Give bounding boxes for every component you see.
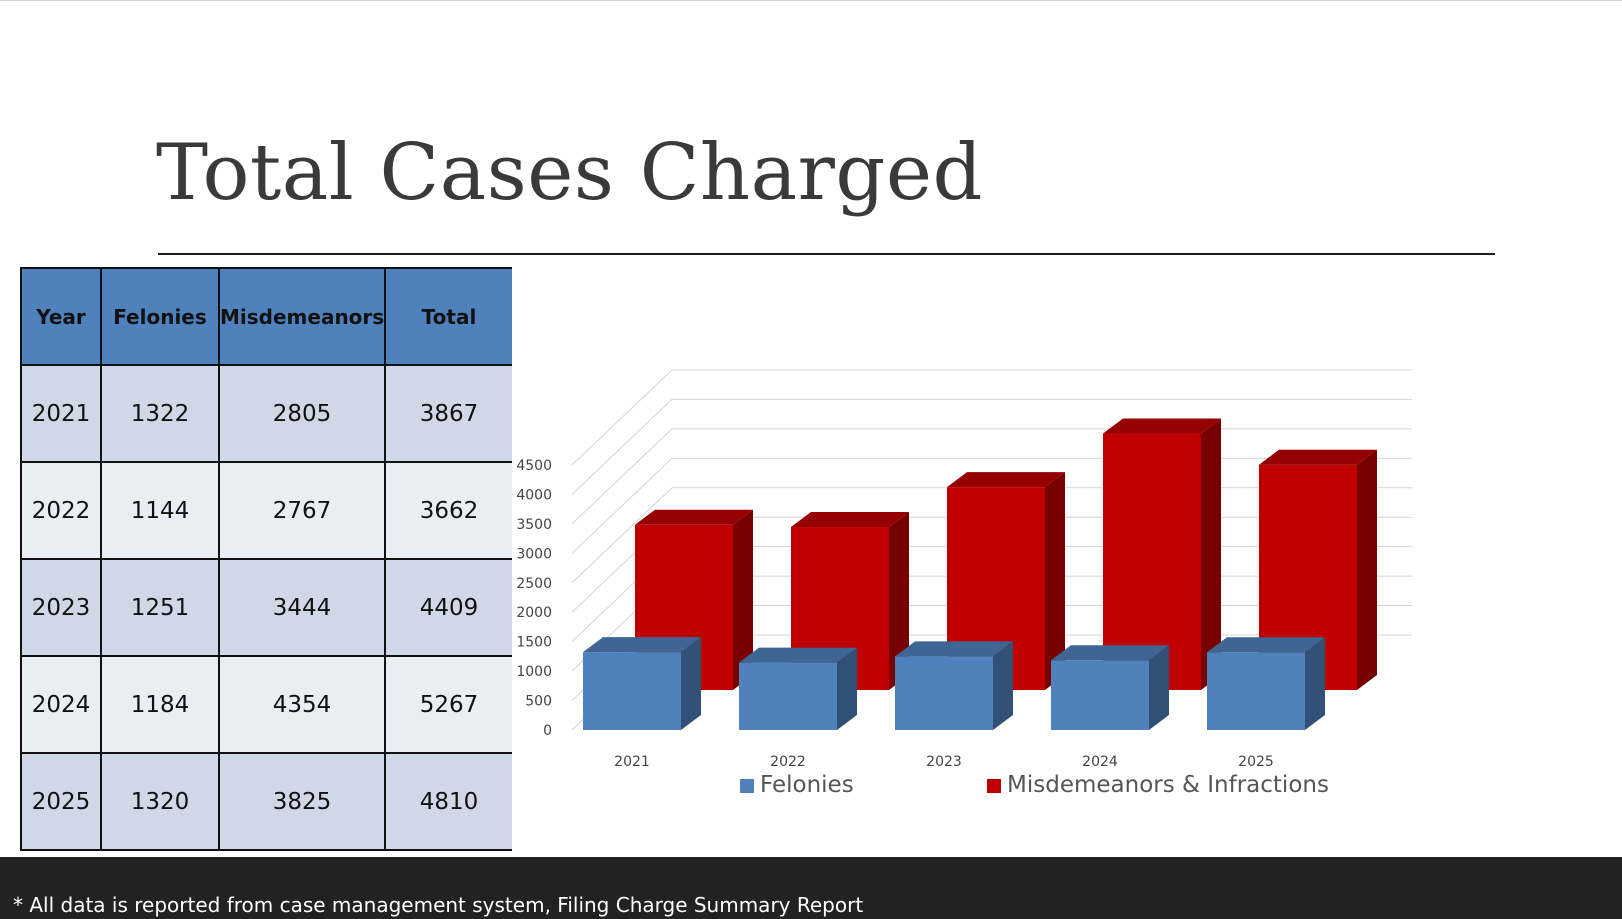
misdemeanor-bar-top bbox=[1259, 449, 1377, 465]
misdemeanor-bar-side bbox=[1045, 472, 1065, 690]
cell-misdemeanors: 3825 bbox=[218, 752, 386, 851]
felony-bar-top bbox=[1051, 645, 1169, 661]
felony-bar bbox=[1207, 637, 1325, 730]
cell-total: 5267 bbox=[384, 655, 512, 754]
table-row: 2021 1322 2805 3867 bbox=[20, 364, 512, 463]
y-tick-label: 3000 bbox=[516, 546, 552, 562]
x-tick-label: 2022 bbox=[770, 754, 806, 770]
felony-bar bbox=[1051, 645, 1169, 730]
data-table-wrap: Year Felonies Misdemeanors Total 2021 13… bbox=[20, 267, 512, 852]
header-felonies: Felonies bbox=[100, 267, 220, 366]
legend-swatch bbox=[740, 779, 754, 793]
misdemeanor-bar-top bbox=[1103, 418, 1221, 434]
felony-bar-top bbox=[1207, 637, 1325, 653]
gridline-depth bbox=[571, 369, 673, 466]
header-total: Total bbox=[384, 267, 512, 366]
table-row: 2023 1251 3444 4409 bbox=[20, 558, 512, 657]
y-tick-label: 2000 bbox=[516, 605, 552, 621]
table-row: 2025 1320 3825 4810 bbox=[20, 752, 512, 851]
gridline-depth bbox=[571, 457, 673, 554]
felony-bar-side bbox=[1149, 645, 1169, 730]
legend-label: Misdemeanors & Infractions bbox=[1007, 772, 1329, 798]
y-tick-label: 0 bbox=[543, 723, 552, 739]
legend-swatch bbox=[987, 779, 1001, 793]
misdemeanor-bar-side bbox=[889, 512, 909, 690]
felony-bar-front bbox=[895, 656, 993, 730]
felony-bar-front bbox=[1207, 652, 1305, 730]
misdemeanor-bar-top bbox=[791, 512, 909, 528]
cell-year: 2025 bbox=[20, 752, 102, 851]
legend: Felonies Misdemeanors & Infractions bbox=[740, 772, 1329, 798]
cell-felonies: 1322 bbox=[100, 364, 220, 463]
legend-label: Felonies bbox=[760, 772, 854, 798]
x-tick-label: 2021 bbox=[614, 754, 650, 770]
cell-felonies: 1320 bbox=[100, 752, 220, 851]
cell-felonies: 1251 bbox=[100, 558, 220, 657]
gridline-depth bbox=[571, 428, 673, 525]
misdemeanor-bar-side bbox=[1201, 418, 1221, 690]
cell-year: 2022 bbox=[20, 461, 102, 560]
table-row: 2022 1144 2767 3662 bbox=[20, 461, 512, 560]
felony-bar-front bbox=[583, 652, 681, 730]
y-tick-label: 4500 bbox=[516, 458, 552, 474]
felony-bar-top bbox=[739, 647, 857, 663]
footer-bar: * All data is reported from case managem… bbox=[0, 857, 1622, 919]
cell-year: 2024 bbox=[20, 655, 102, 754]
felony-bar-front bbox=[739, 662, 837, 730]
misdemeanor-bar-side bbox=[1357, 449, 1377, 690]
felony-bar-top bbox=[895, 641, 1013, 657]
felony-bar-top bbox=[583, 637, 701, 653]
felony-bar-side bbox=[837, 647, 857, 730]
y-tick-label: 1000 bbox=[516, 664, 552, 680]
felony-bar bbox=[895, 641, 1013, 730]
cell-total: 4810 bbox=[384, 752, 512, 851]
footnote: * All data is reported from case managem… bbox=[13, 893, 864, 917]
slide-title: Total Cases Charged bbox=[156, 128, 983, 218]
table-row: 2024 1184 4354 5267 bbox=[20, 655, 512, 754]
cell-felonies: 1184 bbox=[100, 655, 220, 754]
table-header-row: Year Felonies Misdemeanors Total bbox=[20, 267, 512, 366]
y-tick-label: 2500 bbox=[516, 576, 552, 592]
y-tick-label: 3500 bbox=[516, 517, 552, 533]
cell-year: 2023 bbox=[20, 558, 102, 657]
felony-bar-side bbox=[993, 641, 1013, 730]
misdemeanor-bar-top bbox=[947, 472, 1065, 488]
cell-misdemeanors: 2805 bbox=[218, 364, 386, 463]
cell-felonies: 1144 bbox=[100, 461, 220, 560]
y-tick-label: 1500 bbox=[516, 635, 552, 651]
cell-misdemeanors: 4354 bbox=[218, 655, 386, 754]
cell-misdemeanors: 2767 bbox=[218, 461, 386, 560]
misdemeanor-bar-side bbox=[733, 509, 753, 690]
cell-misdemeanors: 3444 bbox=[218, 558, 386, 657]
felony-bar bbox=[583, 637, 701, 730]
data-table: Year Felonies Misdemeanors Total 2021 13… bbox=[20, 267, 512, 851]
gridline-depth bbox=[571, 399, 673, 495]
cases-bar-chart: 0 500 1000 1500 2000 2500 3000 3500 4000 4500 2021… bbox=[516, 369, 1412, 798]
x-tick-label: 2024 bbox=[1082, 754, 1118, 770]
felony-bar bbox=[739, 647, 857, 730]
felony-bar-side bbox=[1305, 637, 1325, 730]
y-tick-label: 4000 bbox=[516, 487, 552, 503]
header-misdemeanors: Misdemeanors bbox=[218, 267, 386, 366]
cell-total: 3662 bbox=[384, 461, 512, 560]
title-divider bbox=[158, 253, 1495, 255]
top-rule bbox=[0, 0, 1622, 1]
gridline-depth bbox=[571, 487, 673, 584]
felony-bar-front bbox=[1051, 660, 1149, 730]
x-tick-label: 2025 bbox=[1238, 754, 1274, 770]
cell-total: 3867 bbox=[384, 364, 512, 463]
x-tick-label: 2023 bbox=[926, 754, 962, 770]
y-tick-label: 500 bbox=[525, 694, 552, 710]
misdemeanor-bar-top bbox=[635, 509, 753, 525]
cell-total: 4409 bbox=[384, 558, 512, 657]
felony-bar-side bbox=[681, 637, 701, 730]
cell-year: 2021 bbox=[20, 364, 102, 463]
header-year: Year bbox=[20, 267, 102, 366]
